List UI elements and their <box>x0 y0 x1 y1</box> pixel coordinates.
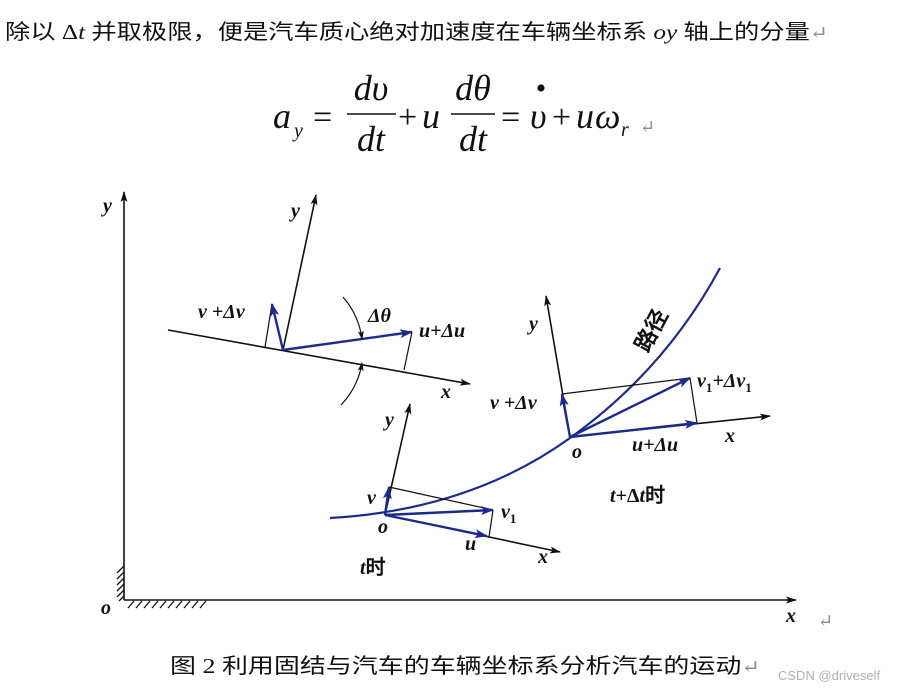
frame-t-time-suffix: 时 <box>366 556 386 579</box>
frame-t-y-label: y <box>383 409 394 431</box>
frame-tdt-time-label: t+Δt时 <box>610 484 665 507</box>
rotation-frame-x-label: x <box>440 381 451 403</box>
frame-tdt-y-label: y <box>527 313 538 335</box>
axis-name: oy <box>653 20 678 44</box>
ground-hatching-vertical <box>116 565 125 602</box>
frame-tdt-time-var: t <box>610 485 617 507</box>
eq-plus-2: + <box>552 99 571 136</box>
paragraph-text-2: 并取极限，便是汽车质心绝对加速度在车辆坐标系 <box>85 20 653 44</box>
rotation-frame: y x v +Δv u+Δu Δθ <box>167 194 471 406</box>
frame-tdt-projection-side <box>689 377 698 424</box>
rotation-frame-projection-lateral <box>264 303 273 348</box>
rotation-frame-projection-longitudinal <box>403 331 413 371</box>
frame-tdt-time-suffix: 时 <box>645 484 665 507</box>
frame-tdt-time-delta: +Δ <box>616 485 640 507</box>
frame-t-time-label: t时 <box>360 556 386 579</box>
frame-t-projection-top <box>388 486 494 511</box>
eq-omega-subscript: r <box>621 119 629 141</box>
frame-tdt-resultant-delta: +Δv <box>712 370 746 392</box>
frame-t-origin-label: o <box>378 516 388 538</box>
angle-arc-upper <box>342 296 364 340</box>
frame-t-resultant-vector <box>384 506 494 517</box>
eq-v-dot: υ <box>530 96 547 136</box>
frame-tdt-resultant-sub2: 1 <box>745 380 752 395</box>
delta-symbol: Δ <box>62 20 78 44</box>
eq-equals-2: = <box>501 99 520 136</box>
frame-t-resultant-var: v <box>501 501 511 523</box>
frame-tdt-time-var2: t <box>640 485 647 507</box>
delta-variable: t <box>78 20 86 44</box>
frame-tdt-longitudinal-label: u+Δu <box>632 434 678 456</box>
angle-label: Δθ <box>367 305 392 327</box>
frame-tdt-projection-top <box>561 377 691 395</box>
eq-frac2-numerator: dθ <box>455 68 491 108</box>
paragraph-return-mark: ↵ <box>810 23 828 43</box>
frame-t-projection-side <box>488 509 494 538</box>
frame-tdt-longitudinal-vector <box>569 419 698 439</box>
eq-return-mark: ↵ <box>640 117 655 137</box>
frame-t-lateral-label: v <box>367 487 377 509</box>
rotation-frame-y-label: y <box>289 200 300 222</box>
frame-t-longitudinal-vector <box>384 513 488 538</box>
rotation-frame-x-axis <box>167 329 471 386</box>
frame-t-lateral-vector <box>382 486 392 516</box>
eq-omega: ω <box>595 96 620 136</box>
rotation-frame-lateral-vector <box>270 303 285 351</box>
rotation-frame-lateral-label: v +Δv <box>198 301 246 323</box>
frame-tdt-lateral-vector <box>559 393 572 438</box>
eq-u-1: u <box>422 96 440 136</box>
rotation-frame-longitudinal-label: u+Δu <box>419 320 465 342</box>
frame-at-t-dt: y x o v +Δv u+Δu v1+Δv1 t+Δt时 <box>490 295 771 507</box>
global-y-label: y <box>101 195 112 217</box>
eq-plus-1: + <box>398 99 417 136</box>
rotation-frame-longitudinal-vector <box>282 329 413 352</box>
frame-tdt-origin-label: o <box>572 441 582 463</box>
frame-tdt-x-label: x <box>724 425 735 447</box>
paragraph-text-1: 除以 <box>5 20 62 44</box>
frame-tdt-resultant-var: v <box>697 370 707 392</box>
eq-equals-1: = <box>313 99 332 136</box>
frame-tdt-resultant-label: v1+Δv1 <box>697 370 752 395</box>
frame-tdt-lateral-label: v +Δv <box>490 392 538 414</box>
frame-t-time-var: t <box>360 557 367 579</box>
eq-a: a <box>273 96 291 136</box>
eq-a-subscript: y <box>292 120 303 142</box>
figure-caption: 图 2 利用固结与汽车的车辆坐标系分析汽车的运动 ↵ <box>170 654 760 678</box>
frame-t-longitudinal-label: u <box>465 533 476 555</box>
rotation-frame-y-axis <box>282 194 318 351</box>
eq-u-2: u <box>576 96 594 136</box>
eq-frac1-numerator: dυ <box>354 68 389 108</box>
derivative-dot <box>537 84 545 92</box>
global-origin-label: o <box>101 597 111 619</box>
vehicle-path <box>329 267 721 520</box>
global-x-label: x <box>785 605 796 627</box>
frame-tdt-resultant-vector <box>569 376 691 439</box>
watermark: CSDN @driveself <box>778 668 880 683</box>
figure: y x ↵ o y x v +Δv u+Δu Δθ 路径 <box>101 191 833 631</box>
caption-return-mark: ↵ <box>741 657 760 677</box>
global-axes: y x ↵ o <box>101 191 833 631</box>
angle-arc-lower <box>340 362 364 406</box>
eq-frac2-denominator: dt <box>459 119 488 159</box>
global-x-return-mark: ↵ <box>818 611 833 631</box>
ground-hatching-horizontal <box>127 600 207 609</box>
frame-t-resultant-sub: 1 <box>510 511 517 526</box>
frame-tdt-resultant-sub: 1 <box>706 380 713 395</box>
caption-text: 图 2 利用固结与汽车的车辆坐标系分析汽车的运动 <box>170 654 741 678</box>
frame-t-x-label: x <box>537 546 548 568</box>
frame-t-resultant-label: v1 <box>501 501 516 526</box>
frame-at-t: y x o v u v1 t时 <box>360 403 561 579</box>
paragraph-text-3: 轴上的分量 <box>677 20 810 44</box>
eq-frac1-denominator: dt <box>357 119 386 159</box>
equation: a y = dυ dt + u dθ dt = υ + u ω r ↵ <box>273 68 655 159</box>
